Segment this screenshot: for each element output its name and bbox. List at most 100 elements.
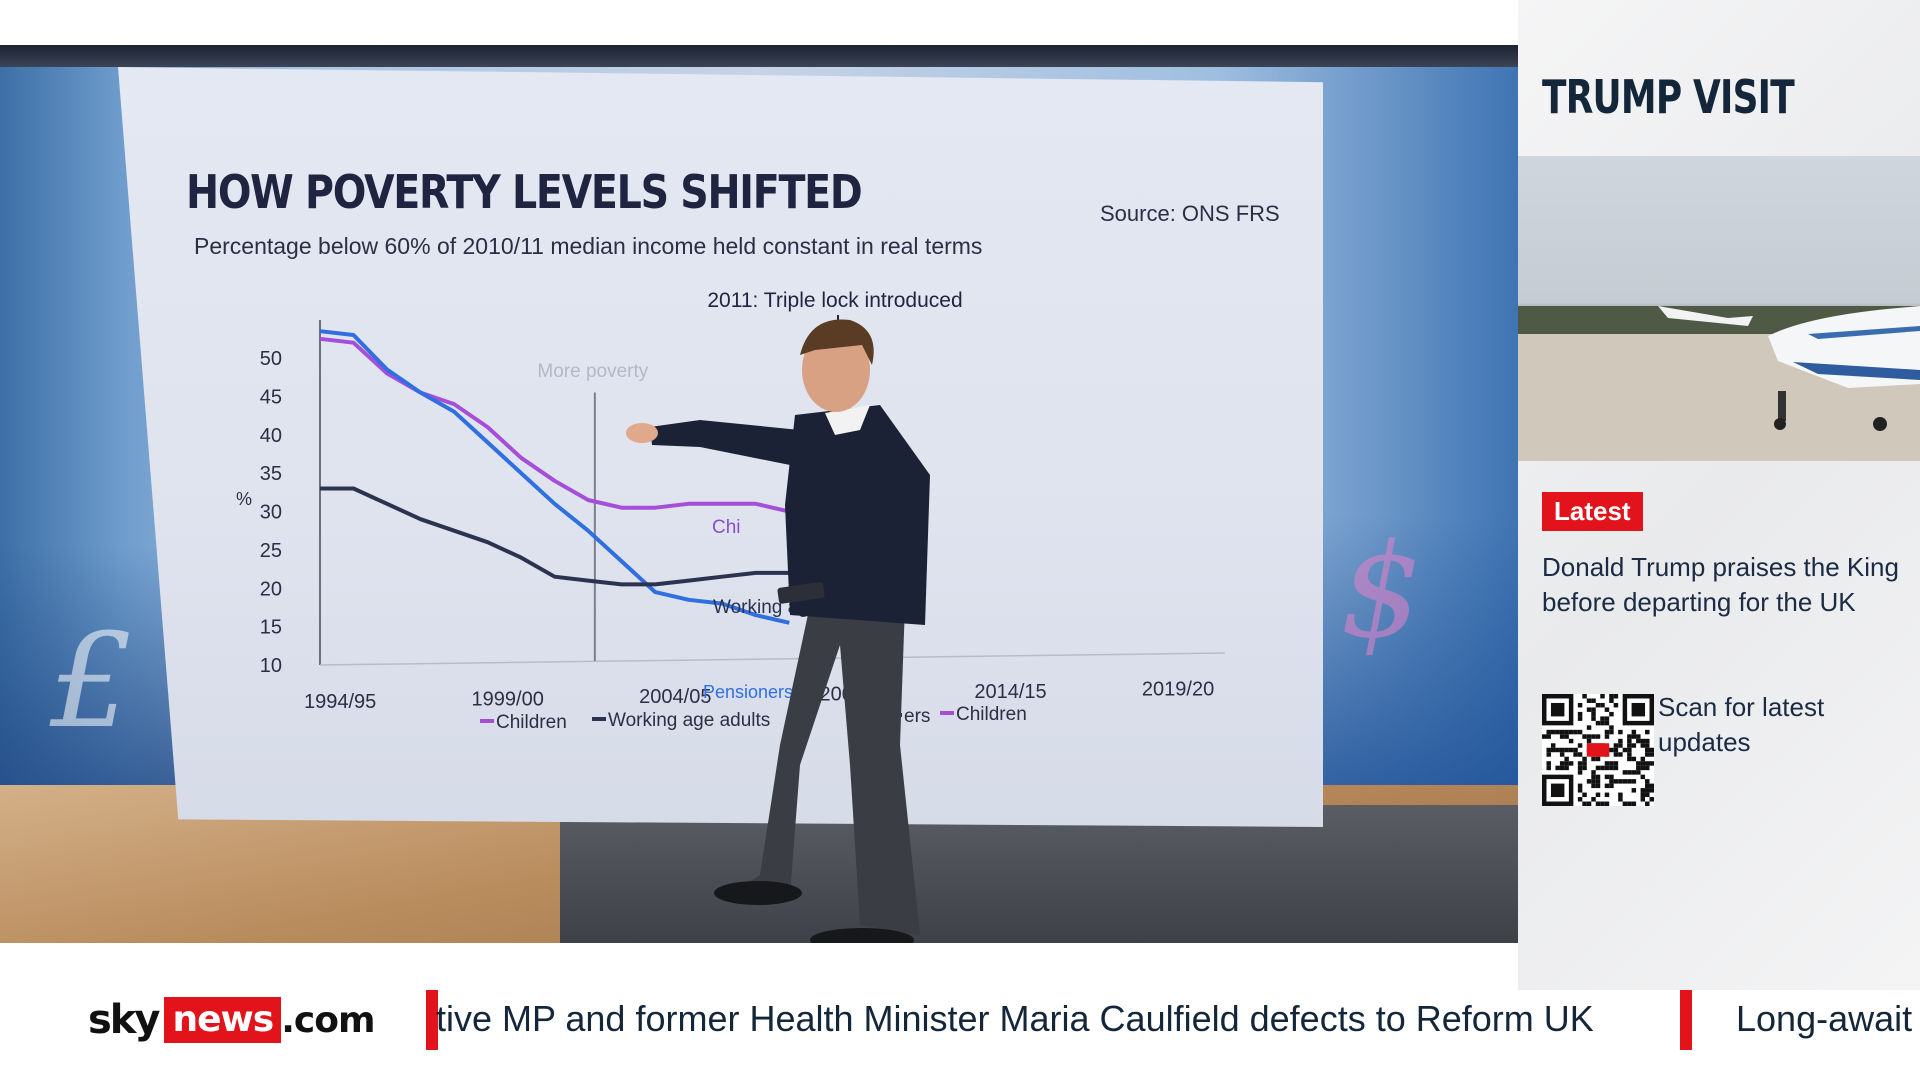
- x-tick-label: 1999/00: [472, 689, 544, 711]
- qr-module: [1582, 801, 1587, 806]
- qr-finder: [1631, 702, 1646, 717]
- qr-module: [1586, 707, 1592, 712]
- qr-module: [1640, 743, 1646, 748]
- qr-module: [1627, 747, 1632, 753]
- series-line-children: [319, 336, 790, 514]
- qr-module: [1640, 756, 1646, 762]
- qr-module: [1622, 770, 1628, 775]
- sky-news-logo[interactable]: sky news .com: [88, 994, 375, 1046]
- qr-module: [1577, 797, 1583, 802]
- qr-module: [1600, 801, 1605, 806]
- qr-module: [1595, 774, 1601, 780]
- pound-sign-decoration: £: [50, 605, 133, 757]
- qr-module: [1649, 752, 1654, 757]
- qr-module: [1555, 747, 1560, 753]
- qr-module: [1609, 698, 1614, 703]
- qr-module: [1622, 747, 1628, 753]
- qr-module: [1627, 734, 1632, 739]
- ticker-headline-next[interactable]: Long-await: [1736, 998, 1913, 1039]
- qr-module: [1564, 734, 1569, 739]
- chart-subtitle: Percentage below 60% of 2010/11 median i…: [194, 233, 983, 259]
- qr-module: [1613, 747, 1619, 753]
- qr-module: [1591, 711, 1596, 717]
- qr-module: [1577, 743, 1583, 748]
- legend-label: Children: [956, 704, 1027, 725]
- panel-title: TRUMP VISIT: [1542, 70, 1795, 124]
- qr-module: [1582, 792, 1587, 798]
- qr-module: [1600, 716, 1605, 721]
- qr-module: [1631, 729, 1637, 735]
- y-tick-label: 30: [260, 502, 282, 524]
- video-thumbnail[interactable]: [1518, 156, 1920, 461]
- qr-module: [1631, 779, 1637, 784]
- qr-module: [1609, 725, 1614, 730]
- qr-module: [1609, 761, 1614, 766]
- presenter: [626, 319, 930, 943]
- qr-module: [1609, 765, 1614, 771]
- qr-module: [1645, 783, 1650, 789]
- qr-module: [1627, 770, 1632, 775]
- qr-module: [1595, 765, 1601, 771]
- qr-module: [1586, 738, 1592, 744]
- x-tick-label: 2004/05: [639, 686, 711, 708]
- qr-module: [1600, 720, 1605, 726]
- qr-module: [1604, 765, 1610, 771]
- bottom-strip: [0, 1050, 1920, 1080]
- qr-module: [1636, 738, 1641, 744]
- qr-module: [1645, 788, 1650, 793]
- qr-module: [1631, 770, 1637, 775]
- logo-com-text: .com: [281, 999, 375, 1041]
- qr-module: [1613, 743, 1619, 748]
- qr-module: [1609, 779, 1614, 784]
- y-tick-label: 25: [260, 540, 282, 562]
- qr-module: [1559, 747, 1565, 753]
- x-tick-label: 2019/20: [1142, 679, 1214, 701]
- qr-module: [1595, 720, 1601, 726]
- qr-module: [1613, 694, 1619, 699]
- chart-source: Source: ONS FRS: [1100, 201, 1280, 226]
- more-poverty-label: More poverty: [537, 361, 648, 382]
- ticker-headline[interactable]: tive MP and former Health Minister Maria…: [436, 998, 1594, 1039]
- qr-code-icon[interactable]: [1542, 694, 1654, 806]
- qr-module: [1649, 797, 1654, 802]
- qr-module: [1622, 801, 1628, 806]
- qr-module: [1595, 779, 1601, 784]
- qr-module: [1595, 756, 1601, 762]
- qr-module: [1577, 765, 1583, 771]
- qr-module: [1640, 797, 1646, 802]
- qr-module: [1595, 783, 1601, 789]
- inline-label-pensioners: Pensioners: [703, 682, 793, 702]
- y-tick-label: 10: [260, 655, 282, 677]
- qr-module: [1573, 747, 1578, 753]
- qr-module: [1586, 725, 1592, 730]
- qr-module: [1591, 707, 1596, 712]
- qr-module: [1627, 743, 1632, 748]
- scan-prompt: Scan for latest updates: [1658, 692, 1825, 757]
- qr-module: [1577, 711, 1583, 717]
- y-tick-label: 20: [260, 578, 282, 600]
- qr-module: [1550, 729, 1556, 735]
- qr-module: [1591, 770, 1596, 775]
- qr-module: [1627, 756, 1632, 762]
- x-tick-label: 2014/15: [974, 681, 1046, 703]
- qr-module: [1645, 765, 1650, 771]
- qr-module: [1573, 752, 1578, 757]
- qr-module: [1645, 761, 1650, 766]
- qr-module: [1636, 761, 1641, 766]
- y-tick-label: 50: [260, 348, 282, 370]
- qr-module: [1591, 797, 1596, 802]
- qr-module: [1546, 734, 1551, 739]
- ticker-separator: [1680, 990, 1692, 1050]
- qr-module: [1595, 734, 1601, 739]
- qr-module: [1604, 707, 1610, 712]
- latest-headline[interactable]: Donald Trump praises the King before dep…: [1542, 552, 1899, 617]
- studio-video: £ $ HOW POVERTY LEVELS SHIFTED Percentag…: [0, 45, 1518, 943]
- qr-module: [1631, 801, 1637, 806]
- qr-module: [1546, 761, 1551, 766]
- qr-module: [1613, 702, 1619, 708]
- qr-module: [1586, 801, 1592, 806]
- qr-module: [1640, 765, 1646, 771]
- qr-module: [1649, 747, 1654, 753]
- studio-ceiling: [0, 45, 1518, 67]
- airplane-image: [1518, 306, 1920, 461]
